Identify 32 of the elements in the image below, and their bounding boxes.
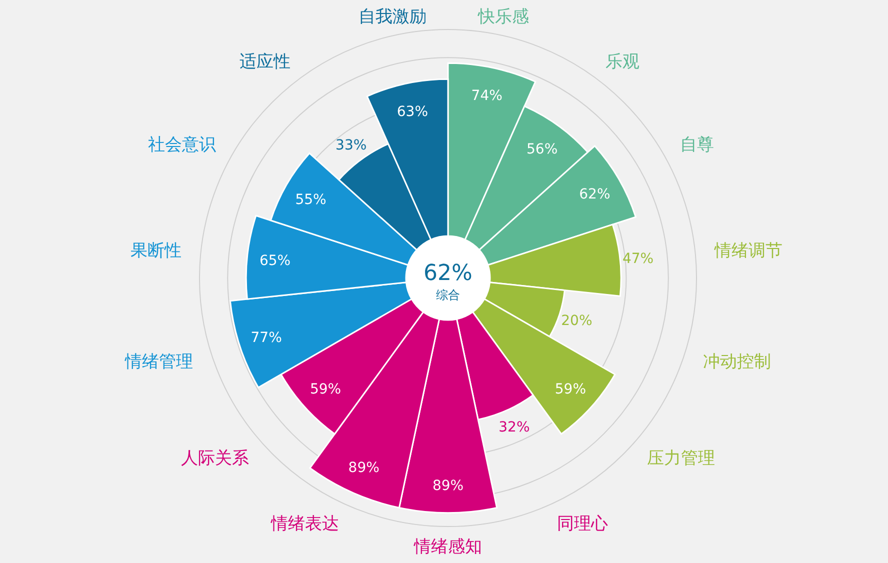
text: 62% [424,261,472,286]
data-label: 47% [622,251,654,268]
category-label: 乐观 [606,52,640,72]
data-label: 56% [526,142,558,158]
category-label: 人际关系 [180,448,249,468]
category-label: 适应性 [239,52,290,72]
category-label: 情绪管理 [124,352,194,372]
category-label: 快乐感 [477,6,530,27]
category-label: 情绪表达 [270,514,339,534]
category-label: 果断性 [130,240,182,261]
category-label: 同理心 [557,514,608,534]
data-label: 89% [432,478,464,494]
text: 综合 [436,288,460,302]
category-label: 自尊 [680,135,714,155]
category-label: 社会意识 [148,135,216,155]
data-label: 32% [498,420,530,436]
category-label: 压力管理 [647,448,716,468]
category-label: 自我激励 [358,6,426,27]
data-label: 65% [259,252,291,269]
data-label: 59% [554,381,586,398]
data-label: 77% [250,330,282,346]
data-label: 59% [310,381,342,398]
data-label: 33% [336,138,367,154]
data-label: 89% [348,460,380,476]
data-label: 74% [471,88,502,104]
data-label: 20% [561,312,592,329]
category-label: 情绪调节 [714,240,783,261]
category-label: 情绪感知 [413,537,482,557]
category-label: 冲动控制 [702,352,771,372]
data-label: 63% [396,104,428,120]
data-label: 55% [295,192,326,208]
data-label: 62% [579,186,610,202]
